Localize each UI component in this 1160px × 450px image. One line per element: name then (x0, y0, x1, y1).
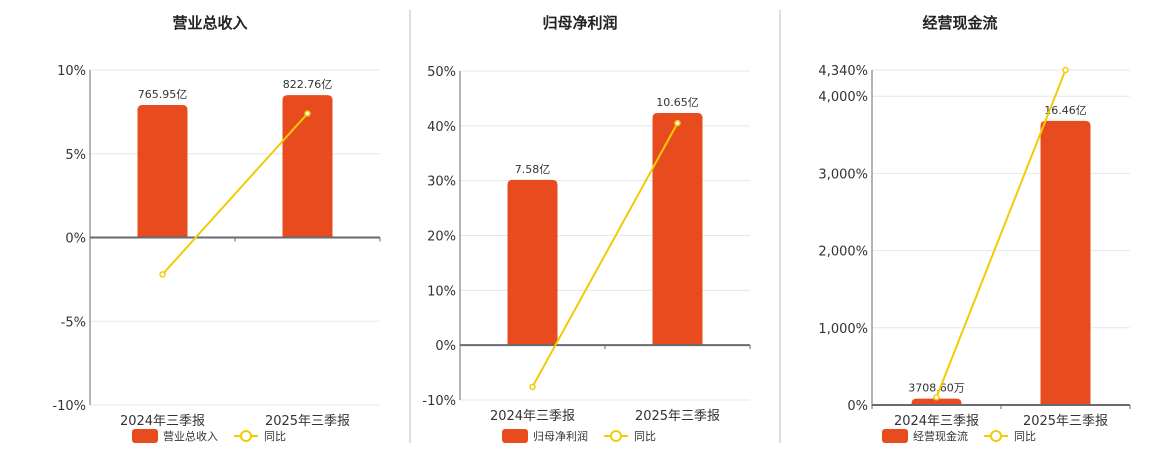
bar (652, 112, 703, 346)
legend-line-label: 同比 (634, 430, 656, 443)
legend-line-marker (610, 430, 622, 442)
y-tick-label: 4,340% (818, 64, 868, 79)
y-tick-label: -5% (61, 315, 86, 330)
bar-data-label: 10.65亿 (656, 96, 699, 109)
y-tick-label: 40% (427, 120, 456, 135)
yoy-point (933, 394, 940, 401)
legend-line-label: 同比 (264, 430, 286, 443)
legend-bar-label: 经营现金流 (913, 429, 968, 443)
bar-data-label: 16.46亿 (1044, 104, 1087, 117)
y-tick-label: 2,000% (818, 245, 868, 260)
yoy-point (1062, 66, 1069, 74)
yoy-line (161, 112, 309, 276)
legend-bar-label: 营业总收入 (163, 429, 218, 443)
y-tick-label: 20% (427, 230, 456, 245)
bar (911, 398, 962, 405)
bar-data-label: 3708.60万 (908, 382, 965, 395)
yoy-line (531, 122, 679, 388)
legend-bar-swatch (882, 429, 908, 443)
x-tick-label: 2024年三季报 (894, 414, 979, 429)
chart-title: 经营现金流 (922, 14, 997, 32)
x-tick-label: 2024年三季报 (120, 414, 205, 429)
yoy-point (159, 271, 166, 278)
y-tick-label: 50% (427, 65, 456, 80)
yoy-line (935, 69, 1067, 398)
legend-line-label: 同比 (1014, 430, 1036, 443)
bar (282, 95, 333, 238)
y-tick-label: 30% (427, 175, 456, 190)
y-tick-label: 4,000% (818, 90, 868, 105)
legend-bar-swatch (502, 429, 528, 443)
legend-line-marker (990, 430, 1002, 442)
bar-data-label: 7.58亿 (515, 163, 551, 176)
legend-line-marker (240, 430, 252, 442)
y-tick-label: 0% (847, 399, 868, 414)
y-tick-label: 0% (435, 339, 456, 354)
x-tick-label: 2024年三季报 (490, 409, 575, 424)
y-tick-label: 10% (427, 284, 456, 299)
bar (507, 179, 558, 346)
y-tick-label: 0% (65, 232, 86, 247)
yoy-point (529, 383, 536, 391)
bar (137, 104, 188, 238)
chart-2: 归母净利润 50% 40% 30% 20% 10% 0% -10% 7.58亿 2024年三季报 1… (422, 14, 751, 443)
x-tick-label: 2025年三季报 (1023, 414, 1108, 429)
y-tick-label: 10% (57, 64, 86, 79)
y-tick-label: 5% (65, 148, 86, 163)
chart-title: 营业总收入 (172, 14, 247, 32)
x-tick-label: 2025年三季报 (265, 414, 350, 429)
legend-bar-label: 归母净利润 (533, 429, 588, 443)
bar-data-label: 822.76亿 (283, 78, 333, 91)
x-tick-label: 2025年三季报 (635, 409, 720, 424)
legend-bar-swatch (132, 429, 158, 443)
y-tick-label: -10% (52, 399, 86, 414)
y-tick-label: 1,000% (818, 322, 868, 337)
bar-data-label: 765.95亿 (138, 88, 188, 101)
chart-3: 经营现金流 4,340% 4,000% 3,000% 2,000% 1,000% 0% 370… (818, 14, 1131, 443)
chart-1: 营业总收入 10% 5% 0% -5% -10% 765.95亿 2024年三季报 822.76… (52, 14, 381, 443)
y-tick-label: 3,000% (818, 167, 868, 182)
yoy-point (304, 110, 311, 117)
yoy-point (674, 119, 681, 127)
bar (1040, 120, 1091, 406)
chart-title: 归母净利润 (542, 14, 617, 32)
y-tick-label: -10% (422, 394, 456, 409)
